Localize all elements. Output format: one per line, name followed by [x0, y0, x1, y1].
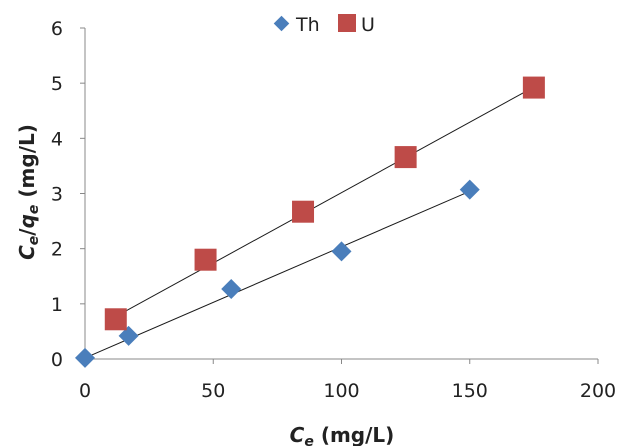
x-tick-labels: 0 50 100 150 200	[79, 380, 616, 402]
point-u	[104, 308, 127, 331]
x-tick-label: 100	[323, 380, 359, 402]
y-tick-label: 2	[51, 239, 63, 261]
point-u	[292, 200, 315, 223]
x-tick-label: 150	[452, 380, 488, 402]
y-tick-labels: 0 1 2 3 4 5 6	[51, 18, 63, 371]
trendline-u	[115, 86, 535, 317]
legend-marker-u	[338, 14, 356, 32]
x-tick-label: 200	[580, 380, 616, 402]
y-tick-label: 3	[51, 184, 63, 206]
y-axis-title-sub-q: e	[26, 205, 42, 215]
y-tick-label: 1	[51, 294, 63, 316]
y-axis-title: Ce/qe (mg/L)	[15, 124, 42, 260]
y-axis-title-unit: (mg/L)	[15, 124, 39, 204]
y-axis-title-sub-c: e	[26, 236, 42, 246]
data-points	[75, 76, 545, 368]
y-tick-label: 4	[51, 128, 63, 150]
y-tick-label: 0	[51, 349, 63, 371]
y-axis-title-symbol-c: C	[15, 245, 39, 260]
point-th	[75, 347, 95, 368]
y-tick-label: 5	[51, 73, 63, 95]
point-th	[221, 278, 242, 299]
x-axis-title-subscript: e	[304, 434, 314, 446]
point-u	[522, 76, 545, 99]
y-axis-title-slash: /	[15, 228, 39, 236]
point-th	[459, 179, 480, 200]
legend-label-th: Th	[295, 14, 320, 36]
legend-label-u: U	[361, 14, 375, 36]
legend-marker-th	[273, 15, 290, 32]
x-axis-title: Ce (mg/L)	[290, 423, 395, 446]
trendline-th	[84, 190, 470, 359]
point-u	[194, 248, 217, 271]
point-th	[118, 325, 139, 346]
point-u	[394, 146, 417, 169]
x-tick-label: 50	[201, 380, 225, 402]
axes	[80, 27, 599, 364]
x-axis-title-symbol: C	[290, 423, 305, 446]
y-tick-label: 6	[51, 18, 63, 40]
trendlines	[84, 86, 535, 359]
point-th	[331, 241, 352, 262]
x-tick-label: 0	[79, 380, 91, 402]
y-axis-title-symbol-q: q	[15, 214, 39, 228]
x-axis-title-unit: (mg/L)	[314, 423, 394, 446]
legend: Th U	[273, 14, 375, 36]
